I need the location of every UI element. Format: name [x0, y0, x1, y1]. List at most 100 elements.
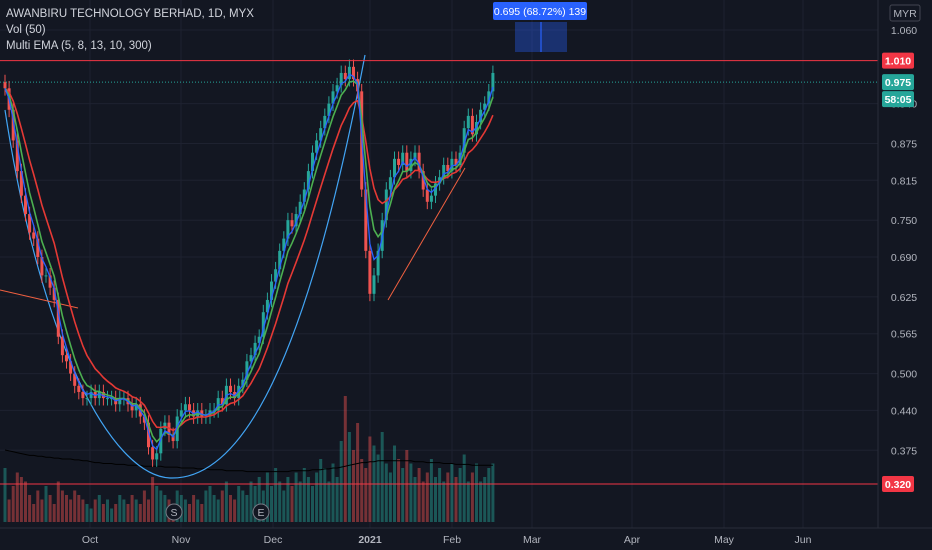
volume-bar	[97, 495, 101, 522]
candle-body	[298, 201, 302, 215]
volume-bar	[229, 495, 232, 522]
candle-body	[77, 385, 81, 392]
price-tick-label: 0.565	[891, 329, 917, 341]
volume-bar	[249, 481, 253, 522]
candle-body	[44, 275, 48, 277]
candle-body	[15, 140, 19, 172]
candle-body	[32, 232, 36, 239]
candle-body	[487, 91, 491, 104]
volume-bar	[196, 499, 200, 522]
candle-body	[442, 164, 446, 178]
volume-bar	[483, 477, 487, 522]
volume-bar	[142, 490, 146, 522]
volume-bar	[278, 481, 282, 522]
candle-body	[101, 391, 105, 399]
candle-body	[241, 379, 245, 386]
volume-bar	[7, 499, 11, 522]
candle-body	[179, 410, 183, 417]
candle-body	[134, 404, 138, 411]
candle-body	[475, 122, 478, 135]
volume-bar	[487, 468, 491, 522]
volume-bar	[36, 490, 40, 522]
price-tick-label: 0.500	[891, 369, 917, 381]
candle-body	[249, 355, 253, 362]
volume-moving-average-line	[4, 449, 493, 473]
volume-bar	[388, 472, 392, 522]
volume-bar	[274, 468, 278, 522]
event-marker-split[interactable]: S	[165, 503, 183, 521]
candle-body	[327, 103, 331, 116]
currency-badge[interactable]: MYR	[889, 4, 921, 22]
volume-bar	[302, 468, 306, 522]
volume-bar	[241, 490, 245, 522]
volume-bar	[462, 454, 466, 522]
time-tick-label: Oct	[82, 534, 98, 546]
candle-body	[409, 158, 413, 172]
candle-body	[405, 152, 409, 172]
candle-body	[253, 342, 257, 356]
candle-body	[466, 115, 470, 129]
candle-body	[56, 299, 60, 337]
volume-bar	[311, 486, 314, 522]
candle-body	[147, 422, 150, 448]
candle-body	[183, 404, 187, 411]
candle-body	[52, 287, 56, 300]
event-marker-circle	[252, 503, 270, 521]
price-tick-label: 0.625	[891, 292, 917, 304]
price-level-badge	[882, 476, 914, 492]
chart-legend: AWANBIRU TECHNOLOGY BERHAD, 1D, MYX Vol …	[6, 6, 254, 54]
ema-indicator-title[interactable]: Multi EMA (5, 8, 13, 10, 300)	[6, 40, 152, 52]
volume-bar	[192, 495, 196, 522]
volume-bar	[339, 441, 343, 522]
candle-body	[352, 66, 355, 80]
candle-body	[393, 158, 396, 178]
volume-bar	[237, 486, 241, 522]
event-marker-earnings[interactable]: E	[252, 503, 270, 521]
candle-body	[479, 109, 483, 123]
candle-body	[85, 398, 89, 400]
time-axis[interactable]: Oct Nov Dec 2021 Feb Mar Apr May Jun	[82, 534, 812, 546]
symbol-title[interactable]: AWANBIRU TECHNOLOGY BERHAD, 1D, MYX	[6, 8, 254, 20]
candle-body	[69, 361, 73, 374]
candle-body	[388, 177, 392, 190]
candle-body	[315, 140, 319, 153]
volume-indicator-title[interactable]: Vol (50)	[6, 24, 46, 36]
measure-tool[interactable]: 0.695 (68.72%) 139	[493, 2, 587, 52]
event-marker-circle	[165, 503, 183, 521]
price-tick-label: 0.440	[891, 405, 917, 417]
candle-body	[245, 361, 249, 380]
volume-bar	[134, 499, 138, 522]
candle-body	[155, 453, 159, 460]
price-tick-label: 0.375	[891, 445, 917, 457]
candle-body	[89, 391, 93, 399]
price-levels	[0, 60, 878, 485]
volume-bar	[163, 495, 167, 522]
volume-bar	[323, 468, 327, 522]
candle-body	[265, 299, 269, 313]
volume-bar	[155, 486, 159, 522]
volume-bar	[360, 459, 364, 522]
candle-body	[384, 189, 388, 221]
price-tick-label: 0.875	[891, 139, 917, 151]
volume-bar	[19, 477, 23, 522]
price-tick-label: 0.815	[891, 175, 917, 187]
volume-bar	[188, 504, 191, 522]
candle-body	[425, 189, 429, 202]
candle-body	[274, 269, 278, 282]
candle-body	[200, 410, 204, 417]
volume-bar	[28, 495, 32, 522]
candle-body	[118, 398, 122, 405]
volume-bar	[118, 495, 122, 522]
candle-body	[347, 66, 351, 80]
time-tick-label: May	[714, 534, 735, 546]
volume-bar	[401, 468, 405, 522]
volume-bar	[364, 468, 368, 522]
candle-body	[429, 195, 433, 202]
candle-body	[302, 189, 306, 202]
time-tick-label: Jun	[795, 534, 812, 546]
volume-bar	[470, 472, 474, 522]
volume-bar	[306, 477, 310, 522]
volume-bar	[434, 477, 437, 522]
currency-badge-box	[889, 4, 921, 22]
